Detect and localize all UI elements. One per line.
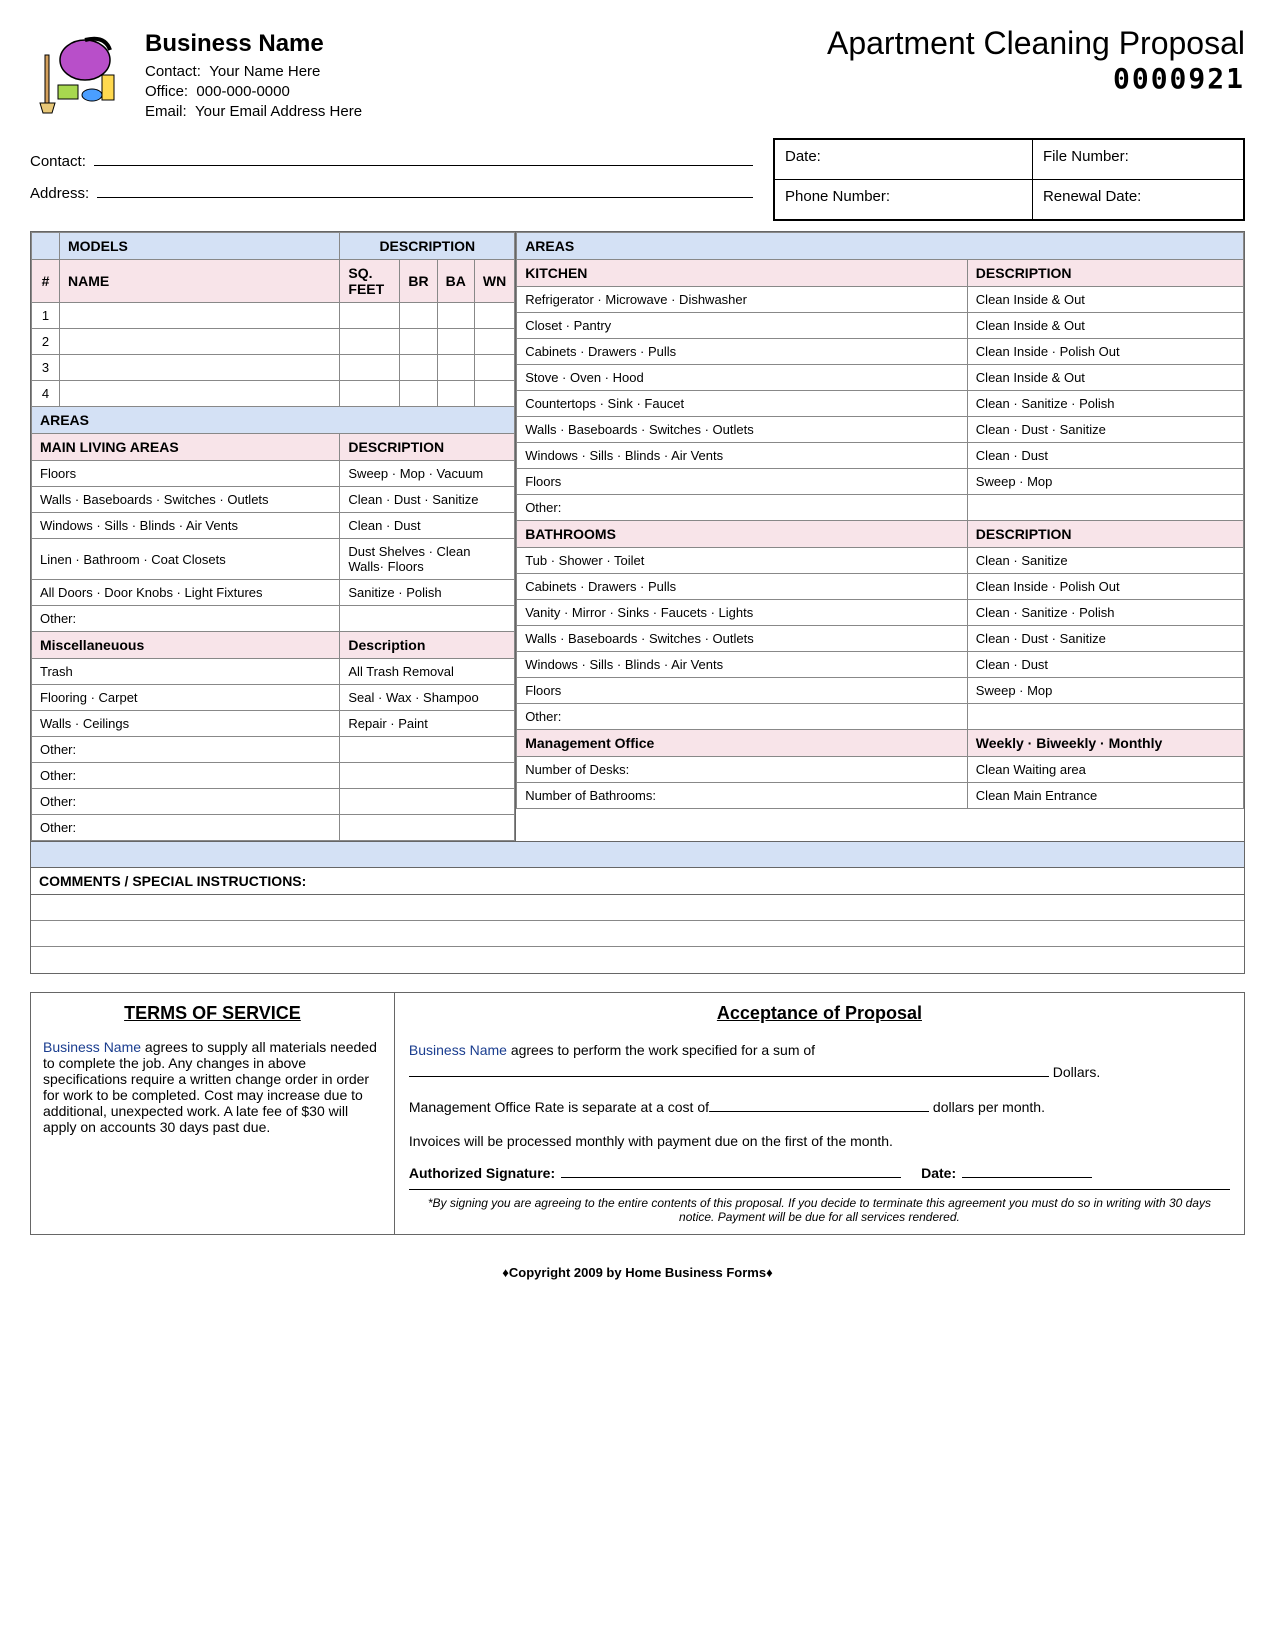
main-living-header: MAIN LIVING AREAS xyxy=(32,434,340,461)
living-row: Windows · Sills · Blinds · Air VentsClea… xyxy=(32,513,515,539)
header-right: Apartment Cleaning Proposal 0000921 xyxy=(827,25,1245,123)
rate-line: Management Office Rate is separate at a … xyxy=(409,1096,1230,1118)
signature-date-field[interactable] xyxy=(962,1177,1092,1178)
contact-field[interactable]: Contact: xyxy=(30,148,753,170)
phone-field[interactable]: Phone Number: xyxy=(775,180,1033,220)
bath-row: Tub · Shower · ToiletClean · Sanitize xyxy=(517,548,1244,574)
sum-field[interactable] xyxy=(409,1076,1049,1077)
right-column: AREAS KITCHENDESCRIPTION Refrigerator · … xyxy=(516,232,1244,841)
comments-row[interactable] xyxy=(31,895,1244,921)
invoice-line: Invoices will be processed monthly with … xyxy=(409,1130,1230,1152)
main-grid: MODELSDESCRIPTION #NAMESQ. FEETBRBAWN 1 … xyxy=(30,231,1245,842)
bath-row: Windows · Sills · Blinds · Air VentsClea… xyxy=(517,652,1244,678)
date-field[interactable]: Date: xyxy=(775,140,1033,180)
business-name: Business Name xyxy=(145,30,362,58)
kitchen-row: Windows · Sills · Blinds · Air VentsClea… xyxy=(517,443,1244,469)
signature-field[interactable] xyxy=(561,1177,901,1178)
kitchen-row: Walls · Baseboards · Switches · OutletsC… xyxy=(517,417,1244,443)
disclaimer: *By signing you are agreeing to the enti… xyxy=(409,1189,1230,1224)
meta-row: Contact: Address: Date: File Number: Pho… xyxy=(30,138,1245,221)
bath-row: Other: xyxy=(517,704,1244,730)
email-line: Email: Your Email Address Here xyxy=(145,103,362,120)
model-row: 3 xyxy=(32,355,515,381)
bath-row: Vanity · Mirror · Sinks · Faucets · Ligh… xyxy=(517,600,1244,626)
terms-title: TERMS OF SERVICE xyxy=(43,1003,382,1024)
kitchen-row: Countertops · Sink · FaucetClean · Sanit… xyxy=(517,391,1244,417)
kitchen-header: KITCHEN xyxy=(517,260,968,287)
kitchen-row: Stove · Oven · HoodClean Inside & Out xyxy=(517,365,1244,391)
description-header: DESCRIPTION xyxy=(340,233,515,260)
comments-spacer xyxy=(31,842,1244,868)
misc-row: Other: xyxy=(32,737,515,763)
acceptance: Acceptance of Proposal Business Name agr… xyxy=(395,993,1244,1234)
comments-section: COMMENTS / SPECIAL INSTRUCTIONS: xyxy=(30,842,1245,974)
misc-header: Miscellaneuous xyxy=(32,632,340,659)
document-header: Business Name Contact: Your Name Here Of… xyxy=(30,25,1245,123)
kitchen-row: Closet · PantryClean Inside & Out xyxy=(517,313,1244,339)
document-title: Apartment Cleaning Proposal xyxy=(827,25,1245,62)
header-left: Business Name Contact: Your Name Here Of… xyxy=(30,25,362,123)
misc-row: Other: xyxy=(32,815,515,841)
rate-field[interactable] xyxy=(709,1111,929,1112)
terms-of-service: TERMS OF SERVICE Business Name agrees to… xyxy=(31,993,395,1234)
living-row: FloorsSweep · Mop · Vacuum xyxy=(32,461,515,487)
contact-block: Contact: Address: xyxy=(30,138,753,221)
sum-line: Business Name agrees to perform the work… xyxy=(409,1039,1230,1084)
address-field[interactable]: Address: xyxy=(30,180,753,202)
kitchen-row: Refrigerator · Microwave · DishwasherCle… xyxy=(517,287,1244,313)
kitchen-row: Other: xyxy=(517,495,1244,521)
model-row: 2 xyxy=(32,329,515,355)
living-row: Other: xyxy=(32,606,515,632)
areas-header: AREAS xyxy=(32,407,515,434)
acceptance-title: Acceptance of Proposal xyxy=(409,1003,1230,1024)
misc-row: Other: xyxy=(32,789,515,815)
left-column: MODELSDESCRIPTION #NAMESQ. FEETBRBAWN 1 … xyxy=(31,232,516,841)
living-row: Linen · Bathroom · Coat ClosetsDust Shel… xyxy=(32,539,515,580)
model-row: 4 xyxy=(32,381,515,407)
comments-title: COMMENTS / SPECIAL INSTRUCTIONS: xyxy=(31,868,1244,895)
bath-row: Cabinets · Drawers · PullsClean Inside ·… xyxy=(517,574,1244,600)
misc-row: Other: xyxy=(32,763,515,789)
mgmt-row: Number of Desks:Clean Waiting area xyxy=(517,757,1244,783)
comments-row[interactable] xyxy=(31,921,1244,947)
business-info: Business Name Contact: Your Name Here Of… xyxy=(145,25,362,123)
document-number: 0000921 xyxy=(827,62,1245,95)
bottom-section: TERMS OF SERVICE Business Name agrees to… xyxy=(30,992,1245,1235)
models-header: MODELS xyxy=(60,233,340,260)
contact-line: Contact: Your Name Here xyxy=(145,63,362,80)
copyright: ♦Copyright 2009 by Home Business Forms♦ xyxy=(30,1265,1245,1280)
misc-row: Walls · CeilingsRepair · Paint xyxy=(32,711,515,737)
cleaning-supplies-icon xyxy=(30,25,130,115)
file-number-field[interactable]: File Number: xyxy=(1032,140,1243,180)
misc-row: TrashAll Trash Removal xyxy=(32,659,515,685)
living-row: All Doors · Door Knobs · Light FixturesS… xyxy=(32,580,515,606)
kitchen-row: FloorsSweep · Mop xyxy=(517,469,1244,495)
office-line: Office: 000-000-0000 xyxy=(145,83,362,100)
meta-box: Date: File Number: Phone Number: Renewal… xyxy=(773,138,1245,221)
bath-row: FloorsSweep · Mop xyxy=(517,678,1244,704)
bathrooms-header: BATHROOMS xyxy=(517,521,968,548)
model-row: 1 xyxy=(32,303,515,329)
renewal-field[interactable]: Renewal Date: xyxy=(1032,180,1243,220)
mgmt-row: Number of Bathrooms:Clean Main Entrance xyxy=(517,783,1244,809)
signature-row: Authorized Signature: Date: xyxy=(409,1165,1230,1181)
living-row: Walls · Baseboards · Switches · OutletsC… xyxy=(32,487,515,513)
misc-row: Flooring · CarpetSeal · Wax · Shampoo xyxy=(32,685,515,711)
bath-row: Walls · Baseboards · Switches · OutletsC… xyxy=(517,626,1244,652)
mgmt-header: Management Office xyxy=(517,730,968,757)
terms-text: Business Name agrees to supply all mater… xyxy=(43,1039,382,1135)
kitchen-row: Cabinets · Drawers · PullsClean Inside ·… xyxy=(517,339,1244,365)
areas-header-right: AREAS xyxy=(517,233,1244,260)
comments-row[interactable] xyxy=(31,947,1244,973)
